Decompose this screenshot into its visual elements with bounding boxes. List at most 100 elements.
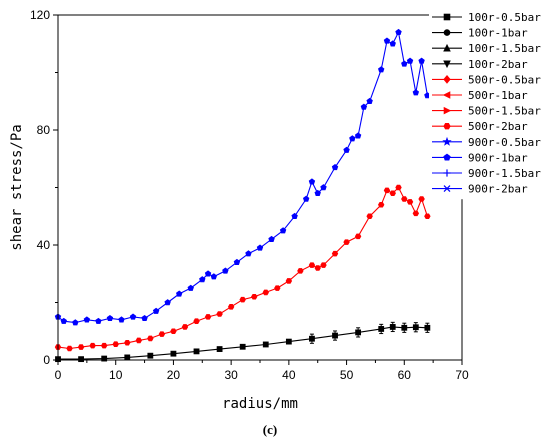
x-tick-label: 60 xyxy=(398,368,412,382)
legend-marker xyxy=(443,60,451,69)
y-tick-label: 80 xyxy=(37,123,51,137)
legend: 100r-0.5bar 100r-1bar 100r-1.5bar 100r-2bar… xyxy=(429,6,545,200)
data-point xyxy=(360,103,368,110)
y-tick-label: 0 xyxy=(43,353,50,367)
data-point xyxy=(233,258,241,265)
data-point xyxy=(285,278,293,284)
data-point xyxy=(285,338,292,345)
data-point xyxy=(378,66,385,73)
data-point xyxy=(147,352,154,359)
data-point xyxy=(262,289,269,296)
data-point xyxy=(302,195,310,202)
legend-label: 500r-2bar xyxy=(468,120,528,133)
legend-marker xyxy=(443,153,451,161)
data-point xyxy=(279,227,287,234)
data-point xyxy=(343,239,350,245)
data-point xyxy=(83,316,91,323)
legend-entry: 500r-2bar xyxy=(432,120,528,133)
data-point xyxy=(158,331,166,337)
data-point xyxy=(389,40,396,47)
series-line-g500 xyxy=(57,186,428,350)
legend-label: 900r-1bar xyxy=(468,151,528,164)
data-point xyxy=(78,356,84,363)
figure-caption: (c) xyxy=(263,422,277,437)
data-point xyxy=(401,60,408,67)
data-point xyxy=(89,342,96,349)
data-point xyxy=(349,135,356,142)
x-tick-label: 30 xyxy=(224,368,238,382)
data-point xyxy=(112,341,119,347)
legend-entry: 500r-1.5bar xyxy=(432,105,541,118)
x-tick-label: 50 xyxy=(340,368,354,382)
data-point xyxy=(412,89,420,96)
legend-entry: 500r-1bar xyxy=(432,89,528,102)
error-bars-g100 xyxy=(309,321,430,344)
data-point xyxy=(331,250,339,257)
data-point xyxy=(383,37,391,44)
data-point xyxy=(222,267,229,274)
series-markers-g500 xyxy=(54,184,431,352)
legend-marker xyxy=(442,91,451,99)
data-point xyxy=(366,97,373,104)
legend-label: 100r-0.5bar xyxy=(468,11,541,24)
data-point xyxy=(181,324,189,330)
data-point xyxy=(424,213,431,220)
data-point xyxy=(354,132,362,139)
legend-marker xyxy=(443,123,451,130)
legend-marker xyxy=(442,136,452,146)
y-tick-label: 120 xyxy=(30,8,50,22)
series-markers-g900 xyxy=(54,28,431,326)
data-point xyxy=(308,262,316,268)
data-point xyxy=(262,341,269,348)
legend-label: 500r-0.5bar xyxy=(468,73,541,86)
legend-label: 900r-1.5bar xyxy=(468,167,541,180)
x-tick-label: 10 xyxy=(109,368,123,382)
data-point xyxy=(72,319,79,326)
legend-label: 100r-2bar xyxy=(468,58,528,71)
data-point xyxy=(320,184,327,191)
legend-entry: 100r-2bar xyxy=(432,58,528,71)
data-point xyxy=(124,354,131,361)
y-tick-label: 40 xyxy=(37,238,51,252)
data-point xyxy=(401,196,408,202)
series-line-g900 xyxy=(57,30,428,324)
data-point xyxy=(412,210,420,217)
x-tick-label: 20 xyxy=(167,368,181,382)
x-tick-label: 70 xyxy=(455,368,469,382)
data-point xyxy=(135,337,143,344)
data-point xyxy=(239,296,246,303)
legend-marker xyxy=(443,169,451,177)
data-point xyxy=(193,348,200,355)
series-lines xyxy=(54,28,431,363)
data-point xyxy=(354,233,362,240)
data-point xyxy=(239,343,246,350)
data-point xyxy=(389,190,396,197)
data-point xyxy=(314,189,321,196)
legend-label: 900r-0.5bar xyxy=(468,136,541,149)
data-point xyxy=(383,187,391,194)
legend-marker xyxy=(443,185,451,193)
data-point xyxy=(256,244,264,251)
data-point xyxy=(101,355,108,362)
x-axis-label: radius/mm xyxy=(222,396,298,412)
data-point xyxy=(418,196,425,202)
data-point xyxy=(297,268,304,274)
data-point xyxy=(66,345,73,352)
data-point xyxy=(204,270,212,277)
data-point xyxy=(77,344,85,350)
data-point xyxy=(406,57,414,64)
data-point xyxy=(406,199,414,205)
data-point xyxy=(395,28,402,35)
data-point xyxy=(170,328,177,335)
data-point xyxy=(204,314,212,320)
legend-marker xyxy=(443,75,451,84)
data-point xyxy=(199,276,206,283)
data-point xyxy=(118,316,125,323)
data-point xyxy=(100,342,108,349)
legend-label: 500r-1.5bar xyxy=(468,105,541,118)
data-point xyxy=(60,317,67,324)
data-point xyxy=(176,290,183,297)
data-point xyxy=(152,307,160,314)
legend-entry: 100r-0.5bar xyxy=(432,11,541,24)
